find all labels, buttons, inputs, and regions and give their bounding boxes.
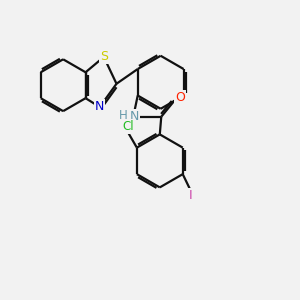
- Text: I: I: [188, 189, 192, 202]
- Text: H: H: [118, 109, 127, 122]
- Text: S: S: [100, 50, 108, 64]
- Text: N: N: [95, 100, 104, 113]
- Text: N: N: [130, 110, 140, 123]
- Text: Cl: Cl: [122, 120, 134, 133]
- Text: O: O: [176, 91, 185, 104]
